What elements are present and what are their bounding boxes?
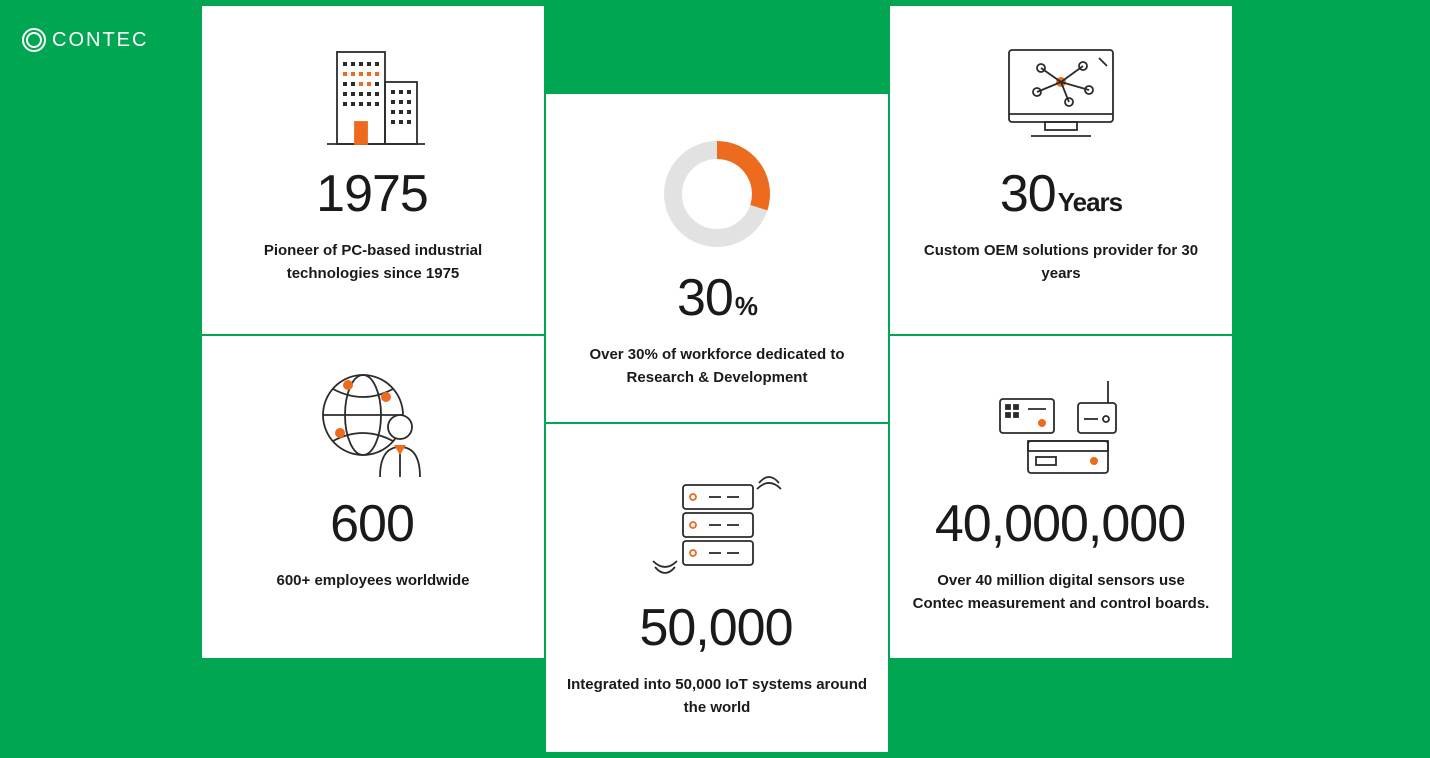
stat-description: Over 30% of workforce dedicated to Resea… — [566, 344, 868, 389]
stat-value: 30% — [677, 272, 757, 324]
building-icon — [313, 30, 433, 160]
globe-person-icon — [308, 360, 438, 490]
stat-suffix: Years — [1058, 187, 1122, 217]
stat-value: 40,000,000 — [935, 498, 1187, 550]
column-left: 1975 Pioneer of PC-based industrial tech… — [202, 6, 544, 752]
brand-name: CONTEC — [52, 29, 148, 52]
card-founded: 1975 Pioneer of PC-based industrial tech… — [202, 6, 544, 334]
stat-number: 40,000,000 — [935, 495, 1185, 553]
stat-value: 1975 — [316, 168, 430, 220]
stat-suffix: % — [735, 291, 757, 321]
stat-description: 600+ employees worldwide — [276, 570, 469, 593]
donut-icon — [657, 124, 777, 264]
card-iot: 50,000 Integrated into 50,000 IoT system… — [546, 424, 888, 752]
stats-grid: 1975 Pioneer of PC-based industrial tech… — [202, 6, 1232, 752]
monitor-network-icon — [991, 30, 1131, 160]
card-employees: 600 600+ employees worldwide — [202, 336, 544, 658]
stat-number: 1975 — [316, 165, 428, 223]
stat-value: 50,000 — [639, 602, 794, 654]
stat-value: 30Years — [1000, 168, 1122, 220]
stat-description: Pioneer of PC-based industrial technolog… — [222, 240, 524, 285]
server-icon — [647, 454, 787, 594]
stat-number: 30 — [1000, 165, 1056, 223]
card-sensors: 40,000,000 Over 40 million digital senso… — [890, 336, 1232, 658]
stat-number: 600 — [330, 495, 414, 553]
logo-mark-icon — [22, 28, 46, 52]
stat-description: Over 40 million digital sensors use Cont… — [910, 570, 1212, 615]
brand-logo: CONTEC — [22, 28, 148, 52]
devices-icon — [986, 360, 1136, 490]
stat-value: 600 — [330, 498, 416, 550]
stat-number: 50,000 — [639, 599, 792, 657]
card-rnd: 30% Over 30% of workforce dedicated to R… — [546, 94, 888, 422]
stat-description: Custom OEM solutions provider for 30 yea… — [910, 240, 1212, 285]
card-oem: 30Years Custom OEM solutions provider fo… — [890, 6, 1232, 334]
column-right: 30Years Custom OEM solutions provider fo… — [890, 6, 1232, 752]
stat-number: 30 — [677, 269, 733, 327]
column-middle: 30% Over 30% of workforce dedicated to R… — [546, 94, 888, 752]
stat-description: Integrated into 50,000 IoT systems aroun… — [566, 674, 868, 719]
